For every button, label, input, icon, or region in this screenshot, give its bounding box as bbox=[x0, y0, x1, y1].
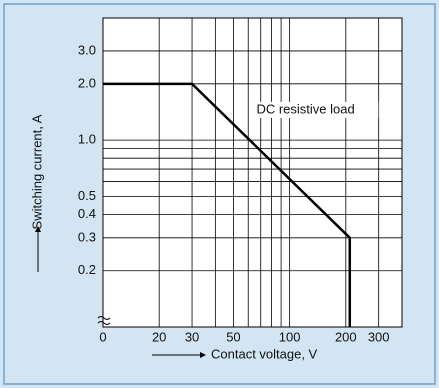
y-tick-label: 0.5 bbox=[78, 188, 96, 203]
x-tick-label: 300 bbox=[368, 329, 390, 344]
x-tick-label: 200 bbox=[335, 329, 357, 344]
data-line bbox=[103, 82, 352, 327]
plot-area bbox=[103, 18, 402, 327]
axis-break bbox=[97, 316, 111, 325]
annotation-bg bbox=[254, 101, 379, 118]
y-axis-label: Switching current, A bbox=[29, 114, 44, 229]
annotation: DC resistive load bbox=[256, 101, 354, 116]
x-tick-label: 30 bbox=[185, 329, 199, 344]
y-tick-label: 2.0 bbox=[78, 75, 96, 90]
y-tick-label: 0.4 bbox=[78, 206, 96, 221]
x-tick-label: 100 bbox=[279, 329, 301, 344]
frame bbox=[3, 3, 436, 385]
y-arrow-head bbox=[35, 226, 41, 232]
x-axis-label: Contact voltage, V bbox=[211, 346, 318, 361]
x-tick-label: 0 bbox=[99, 329, 106, 344]
y-tick-label: 0.3 bbox=[78, 229, 96, 244]
y-tick-label: 1.0 bbox=[78, 132, 96, 147]
x-tick-label: 20 bbox=[152, 329, 166, 344]
x-arrow-head bbox=[200, 352, 206, 358]
plot-border bbox=[102, 17, 403, 328]
x-tick-label: 50 bbox=[226, 329, 240, 344]
y-tick-label: 0.2 bbox=[78, 262, 96, 277]
y-tick-label: 3.0 bbox=[78, 42, 96, 57]
